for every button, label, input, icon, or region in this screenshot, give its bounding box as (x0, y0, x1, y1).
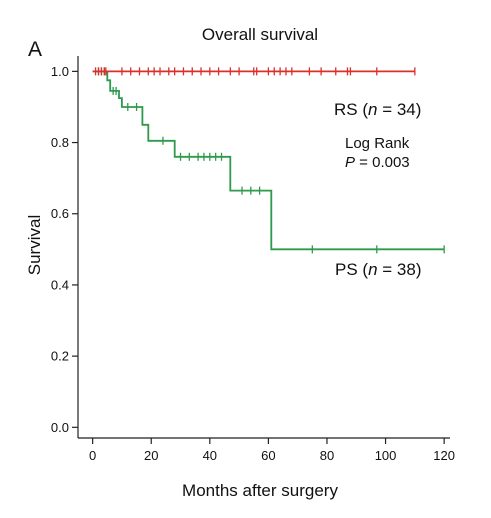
axes: 0.0 0.2 0.4 0.6 0.8 1.0 0 20 40 60 80 100 120 (51, 56, 455, 463)
rs-label-prefix: RS ( (334, 100, 368, 119)
x-tick-label-2: 40 (203, 448, 217, 463)
y-tick-label-2: 0.4 (51, 277, 69, 292)
rs-series (92, 67, 416, 76)
chart-title: Overall survival (202, 25, 318, 44)
logrank-label: Log Rank (345, 135, 410, 152)
x-tick-label-3: 60 (261, 448, 275, 463)
y-axis-label: Survival (25, 215, 44, 275)
p-symbol: P (345, 154, 355, 171)
p-value: = 0.003 (355, 154, 410, 171)
y-tick-label-3: 0.6 (51, 206, 69, 221)
rs-label-count: = 34) (377, 100, 421, 119)
rs-series-label: RS (n = 34) (334, 100, 421, 119)
x-tick-label-5: 100 (375, 448, 397, 463)
ps-label-count: = 38) (378, 260, 422, 279)
series-layer (92, 67, 445, 254)
panel-label: A (28, 38, 42, 61)
y-tick-label-5: 1.0 (51, 64, 69, 79)
x-tick-label-6: 120 (433, 448, 455, 463)
rs-label-n: n (368, 100, 377, 119)
x-axis-label: Months after surgery (182, 481, 338, 500)
y-tick-label-1: 0.2 (51, 349, 69, 364)
ps-survival-curve (92, 70, 445, 251)
p-value-annotation: P = 0.003 (345, 154, 410, 171)
ps-label-prefix: PS ( (335, 260, 368, 279)
ps-label-n: n (368, 260, 377, 279)
x-tick-label-0: 0 (89, 448, 96, 463)
y-tick-label-0: 0.0 (51, 420, 69, 435)
ps-series-label: PS (n = 38) (335, 260, 421, 279)
y-tick-label-4: 0.8 (51, 135, 69, 150)
x-tick-label-1: 20 (144, 448, 158, 463)
x-tick-label-4: 80 (320, 448, 334, 463)
